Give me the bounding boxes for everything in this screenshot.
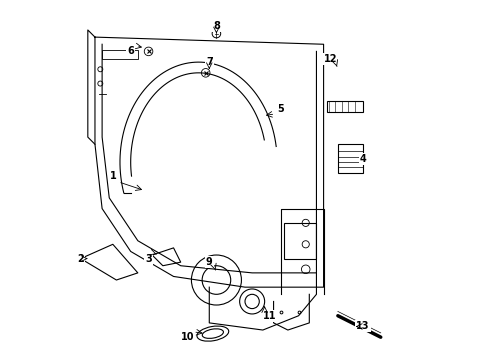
Text: 12: 12 [324, 54, 338, 64]
Text: 7: 7 [206, 57, 213, 67]
Text: 11: 11 [263, 311, 277, 321]
Text: 13: 13 [356, 321, 369, 332]
Text: 1: 1 [109, 171, 116, 181]
Text: 10: 10 [181, 332, 195, 342]
Text: 4: 4 [360, 154, 366, 163]
Text: 9: 9 [206, 257, 213, 267]
Text: 5: 5 [277, 104, 284, 113]
Text: 2: 2 [77, 253, 84, 264]
Text: 8: 8 [213, 21, 220, 31]
Text: 3: 3 [145, 253, 152, 264]
Text: 6: 6 [127, 46, 134, 57]
